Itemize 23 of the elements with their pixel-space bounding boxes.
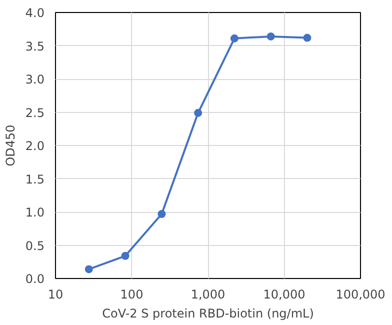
point <box>194 108 202 117</box>
y-tick-label: 0.0 <box>25 272 45 286</box>
y-axis-title: OD450 <box>3 124 18 166</box>
point <box>230 34 238 42</box>
y-tick-label: 2.5 <box>25 106 45 120</box>
x-axis-title: CoV-2 S protein RBD-biotin (ng/mL) <box>102 306 314 320</box>
point <box>121 252 130 260</box>
x-tick-label: 10,000 <box>263 288 306 302</box>
y-tick-label: 3.5 <box>25 39 45 54</box>
point <box>303 34 312 42</box>
y-tick-label: 1.5 <box>25 172 45 186</box>
y-tick-label: 3.0 <box>25 72 45 86</box>
point <box>84 265 93 274</box>
y-tick-label: 2.0 <box>25 139 45 153</box>
x-tick-label: 100,000 <box>336 288 386 302</box>
x-tick-label: 10 <box>48 288 64 302</box>
x-tick-label: 1,000 <box>190 288 226 302</box>
point <box>158 210 166 218</box>
y-tick-label: 4.0 <box>25 6 45 20</box>
point <box>266 32 275 40</box>
y-tick-label: 1.0 <box>25 206 45 220</box>
y-tick-label: 0.5 <box>25 238 45 253</box>
x-tick-label: 100 <box>120 288 144 302</box>
